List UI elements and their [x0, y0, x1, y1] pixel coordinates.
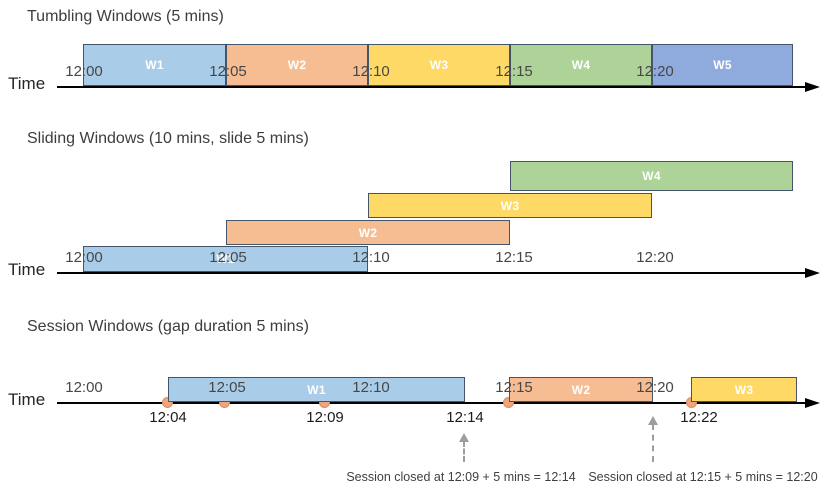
axis-tick-label: 12:00 [65, 249, 103, 266]
axis-tick-label: 12:15 [495, 379, 533, 396]
axis-tick-label: 12:15 [495, 63, 533, 80]
window-label: W2 [287, 58, 307, 72]
window-label: W1 [145, 58, 164, 72]
axis-tick-label: 12:00 [65, 379, 103, 396]
axis-arrowhead-icon [805, 82, 820, 92]
event-time-label: 12:04 [149, 409, 187, 426]
callout-arrow-shaft [652, 424, 654, 462]
window-box-w2: W2 [226, 220, 510, 245]
window-box-w3: W3 [691, 377, 797, 402]
time-axis-line [57, 272, 806, 274]
window-box-w2: W2 [509, 377, 653, 402]
axis-tick-label: 12:20 [636, 63, 674, 80]
event-time-label: 12:14 [446, 409, 484, 426]
axis-tick-label: 12:20 [636, 379, 674, 396]
window-box-w1: W1 [83, 44, 226, 86]
window-label: W1 [307, 382, 326, 397]
axis-tick-label: 12:10 [352, 249, 390, 266]
window-label: W2 [358, 225, 378, 240]
callout-arrow-head-icon [459, 433, 469, 442]
event-dot [162, 397, 173, 408]
section-title: Session Windows (gap duration 5 mins) [27, 318, 309, 335]
window-box-w4: W4 [510, 161, 793, 191]
session-closed-annotation: Session closed at 12:09 + 5 mins = 12:14 [346, 470, 576, 484]
axis-arrowhead-icon [805, 268, 820, 278]
axis-tick-label: 12:05 [208, 379, 246, 396]
callout-arrow-shaft [463, 441, 465, 462]
axis-tick-label: 12:10 [352, 379, 390, 396]
section-title: Sliding Windows (10 mins, slide 5 mins) [27, 130, 309, 147]
time-axis-label: Time [8, 390, 46, 409]
event-dot [503, 397, 514, 408]
window-box-w3: W3 [368, 193, 652, 218]
time-axis-line [57, 402, 806, 404]
axis-tick-label: 12:15 [495, 249, 533, 266]
section-title: Tumbling Windows (5 mins) [27, 8, 224, 25]
axis-tick-label: 12:10 [352, 63, 390, 80]
window-label: W4 [571, 58, 591, 72]
window-box-w2: W2 [226, 44, 368, 86]
window-label: W3 [500, 198, 520, 213]
callout-arrow-head-icon [648, 416, 658, 425]
time-axis-label: Time [8, 74, 46, 93]
session-closed-annotation: Session closed at 12:15 + 5 mins = 12:20 [588, 470, 818, 484]
axis-tick-label: 12:05 [209, 249, 247, 266]
window-label: W3 [429, 58, 449, 72]
window-box-w1: W1 [168, 377, 465, 402]
axis-tick-label: 12:00 [65, 63, 103, 80]
window-label: W4 [642, 169, 661, 183]
axis-tick-label: 12:05 [209, 63, 247, 80]
event-time-label: 12:09 [306, 409, 344, 426]
window-box-w5: W5 [652, 44, 793, 86]
time-axis-label: Time [8, 260, 46, 279]
window-box-w3: W3 [368, 44, 510, 86]
axis-tick-label: 12:20 [636, 249, 674, 266]
time-axis-line [57, 86, 806, 88]
window-box-w4: W4 [510, 44, 652, 86]
axis-arrowhead-icon [805, 398, 820, 408]
window-label: W1 [216, 252, 235, 266]
window-label: W2 [571, 382, 591, 397]
event-time-label: 12:22 [680, 409, 718, 426]
window-label: W3 [734, 382, 754, 397]
window-label: W5 [713, 58, 732, 72]
window-box-w1: W1 [83, 246, 368, 272]
